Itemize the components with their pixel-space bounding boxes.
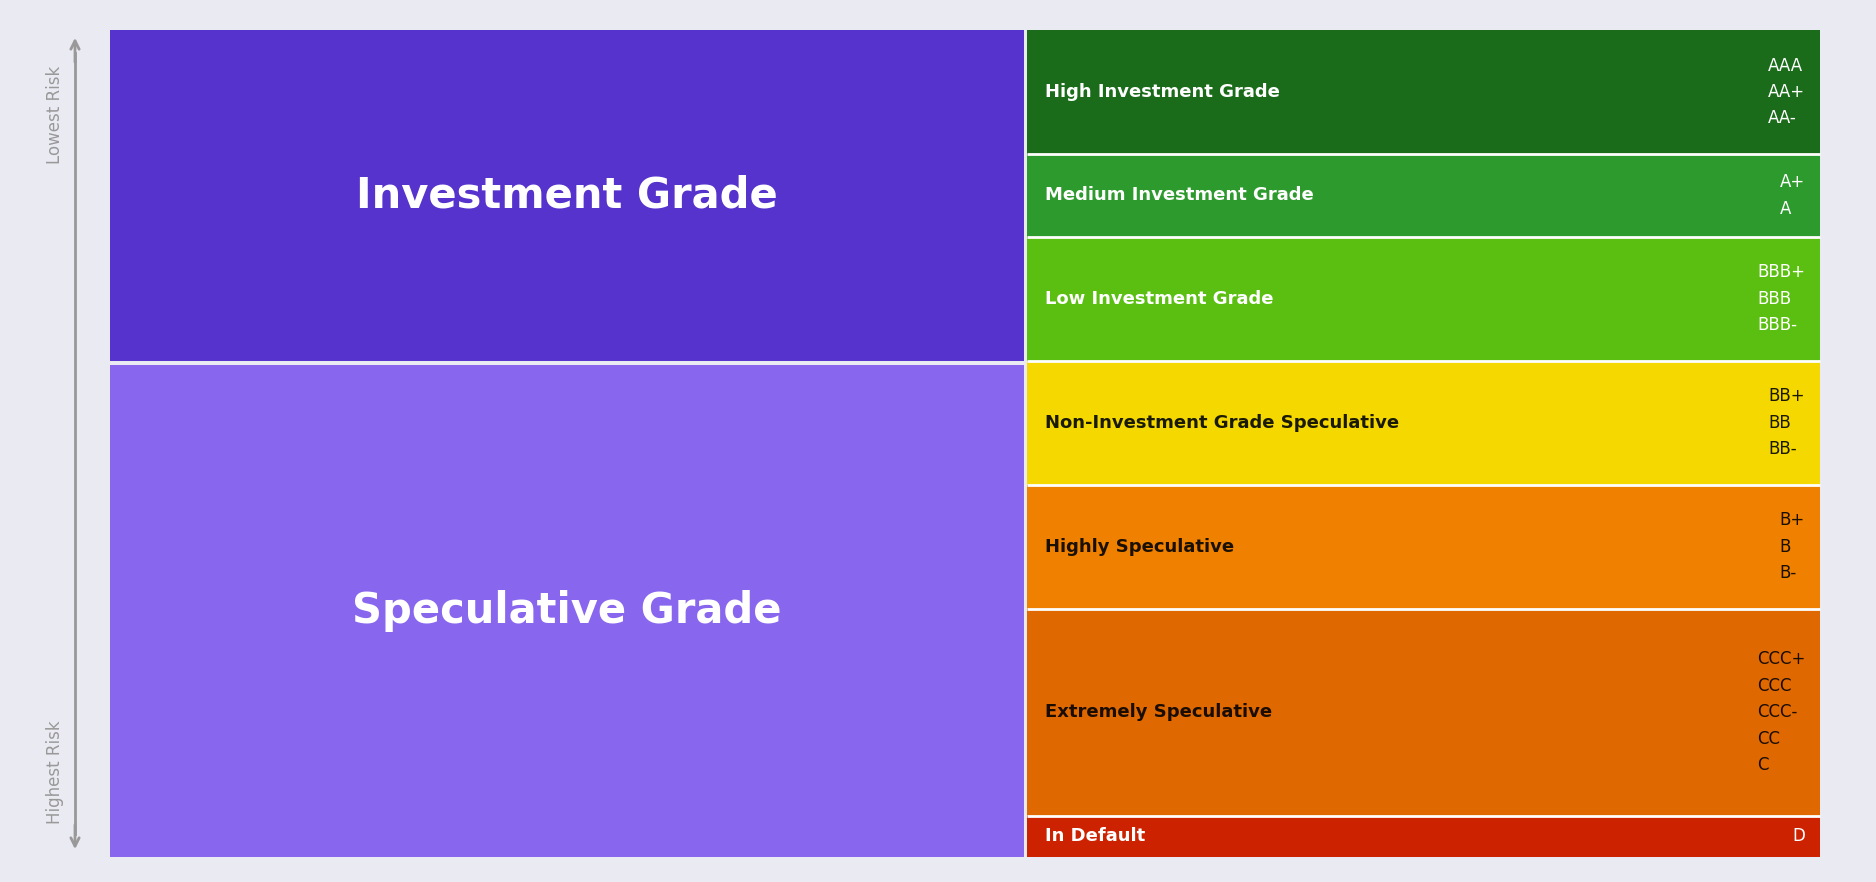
Text: Highest Risk: Highest Risk — [47, 721, 64, 824]
Bar — [1026, 485, 1820, 609]
Bar — [1026, 30, 1820, 154]
Bar — [1026, 236, 1820, 361]
Text: Low Investment Grade: Low Investment Grade — [1045, 290, 1274, 308]
Text: High Investment Grade: High Investment Grade — [1045, 83, 1279, 101]
Text: B+
B
B-: B+ B B- — [1780, 512, 1805, 582]
Text: A+
A: A+ A — [1780, 173, 1805, 218]
Bar — [1026, 609, 1820, 816]
Bar — [111, 30, 1024, 361]
Text: Investment Grade: Investment Grade — [356, 175, 779, 216]
Text: CCC+
CCC
CCC-
CC
C: CCC+ CCC CCC- CC C — [1756, 650, 1805, 774]
Text: Extremely Speculative: Extremely Speculative — [1045, 703, 1272, 721]
Text: Non-Investment Grade Speculative: Non-Investment Grade Speculative — [1045, 414, 1399, 432]
Bar — [1026, 154, 1820, 236]
Bar — [1026, 361, 1820, 485]
Text: BBB+
BBB
BBB-: BBB+ BBB BBB- — [1758, 264, 1805, 334]
Text: Medium Investment Grade: Medium Investment Grade — [1045, 186, 1313, 205]
Text: Highly Speculative: Highly Speculative — [1045, 538, 1234, 556]
Text: BB+
BB
BB-: BB+ BB BB- — [1769, 387, 1805, 459]
Text: D: D — [1792, 827, 1805, 845]
Text: AAA
AA+
AA-: AAA AA+ AA- — [1767, 56, 1805, 127]
Bar — [1026, 816, 1820, 857]
Text: Speculative Grade: Speculative Grade — [353, 590, 782, 632]
Bar — [111, 365, 1024, 857]
Text: In Default: In Default — [1045, 827, 1144, 845]
Text: Lowest Risk: Lowest Risk — [47, 66, 64, 164]
